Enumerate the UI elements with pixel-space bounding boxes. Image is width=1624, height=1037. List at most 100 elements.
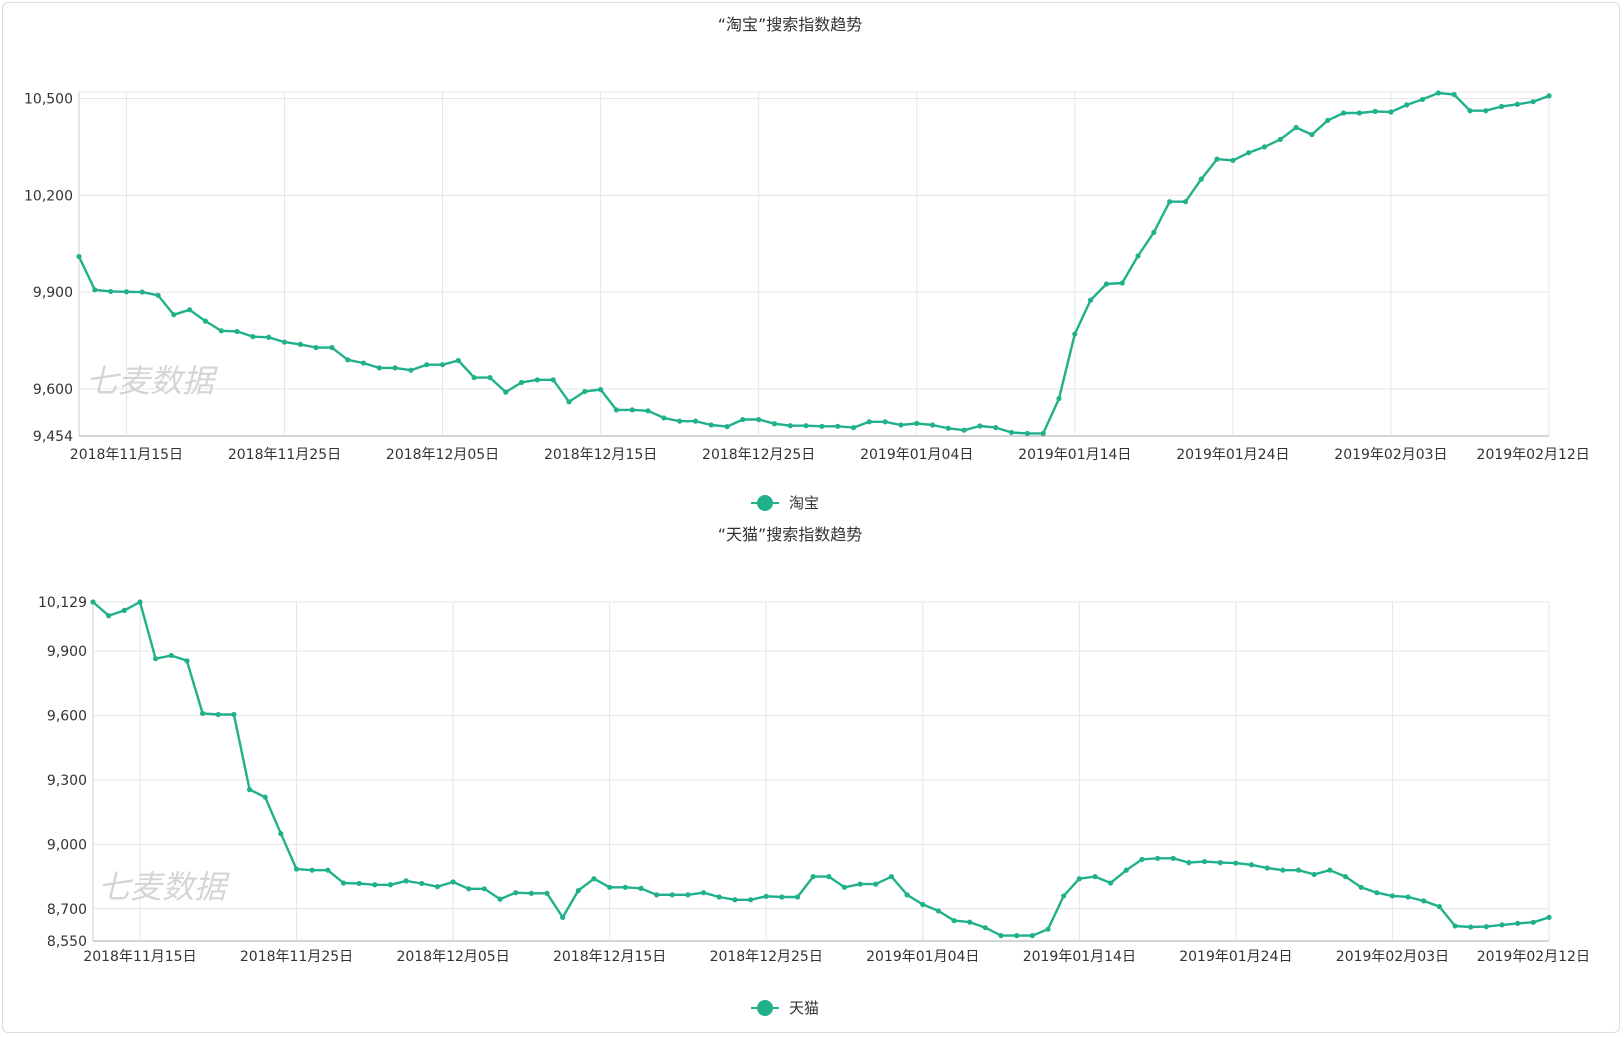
data-point bbox=[266, 334, 272, 340]
y-tick-label: 9,600 bbox=[47, 709, 87, 725]
chart-2: “天猫”搜索指数趋势 8,550 8,700 9,000 9,300 9,600 9,900… bbox=[38, 525, 1590, 1017]
watermark: 七麦数据 bbox=[98, 868, 230, 906]
data-point bbox=[1405, 894, 1411, 900]
data-point bbox=[1436, 904, 1443, 910]
data-point bbox=[1214, 156, 1220, 162]
data-point bbox=[187, 307, 193, 313]
data-point bbox=[1261, 144, 1268, 150]
data-point bbox=[613, 407, 620, 413]
data-point bbox=[740, 416, 746, 423]
data-point bbox=[1045, 926, 1051, 932]
chart-title: “天猫”搜索指数趋势 bbox=[718, 525, 863, 544]
data-point bbox=[1056, 395, 1062, 402]
data-point bbox=[669, 892, 675, 898]
data-point bbox=[993, 425, 999, 431]
x-tick-label: 2018年12月15日 bbox=[553, 949, 666, 965]
data-point bbox=[756, 416, 762, 423]
y-tick-label: 9,454 bbox=[33, 429, 73, 445]
data-point bbox=[1468, 924, 1474, 930]
data-point bbox=[534, 377, 540, 383]
y-tick-label: 8,550 bbox=[47, 934, 87, 950]
data-point bbox=[961, 427, 967, 433]
data-point bbox=[685, 892, 691, 898]
data-point bbox=[661, 415, 667, 421]
x-tick-label: 2019年01月24日 bbox=[1176, 447, 1289, 463]
data-point bbox=[408, 367, 414, 373]
data-point bbox=[1295, 867, 1302, 873]
data-point bbox=[1530, 919, 1536, 925]
data-point bbox=[1217, 860, 1223, 866]
data-point bbox=[771, 421, 778, 427]
data-point bbox=[403, 878, 409, 884]
data-point bbox=[560, 914, 566, 920]
data-point bbox=[313, 344, 319, 351]
data-point bbox=[1340, 110, 1347, 116]
data-point bbox=[1311, 871, 1317, 878]
data-point bbox=[607, 884, 613, 890]
data-point bbox=[654, 892, 660, 898]
data-point bbox=[92, 287, 98, 293]
data-point bbox=[1358, 884, 1364, 890]
data-point bbox=[108, 288, 114, 295]
data-point bbox=[171, 312, 177, 318]
data-point bbox=[392, 365, 398, 371]
x-tick-label: 2018年11月15日 bbox=[83, 949, 196, 965]
data-point bbox=[278, 831, 284, 837]
data-point bbox=[888, 873, 895, 880]
data-point bbox=[716, 894, 722, 900]
data-point bbox=[882, 419, 888, 425]
data-point bbox=[123, 289, 130, 295]
data-point bbox=[372, 882, 378, 888]
data-point bbox=[835, 423, 841, 429]
legend-label: 淘宝 bbox=[789, 494, 819, 512]
data-point bbox=[1374, 890, 1380, 896]
data-point bbox=[1435, 90, 1441, 96]
data-point bbox=[155, 292, 161, 298]
data-point bbox=[566, 399, 572, 405]
x-tick-label: 2018年12月05日 bbox=[386, 447, 499, 463]
data-point bbox=[1277, 136, 1283, 143]
data-point bbox=[873, 881, 879, 887]
data-point bbox=[1230, 157, 1236, 164]
data-point bbox=[450, 879, 456, 885]
data-point bbox=[967, 919, 973, 925]
y-tick-label: 9,000 bbox=[47, 837, 87, 853]
data-point bbox=[1388, 109, 1394, 115]
x-tick-label: 2019年01月14日 bbox=[1023, 949, 1136, 965]
data-point bbox=[139, 289, 145, 295]
data-point bbox=[262, 794, 268, 800]
data-point bbox=[1076, 876, 1082, 882]
data-point bbox=[1108, 880, 1114, 886]
y-tick-label: 10,500 bbox=[24, 91, 73, 107]
series-line-淘宝 bbox=[77, 91, 1550, 435]
data-point bbox=[1451, 91, 1457, 98]
chart-1: “淘宝”搜索指数趋势 9,454 9,600 9,900 10,200 10,500 201… bbox=[24, 15, 1590, 512]
data-point bbox=[137, 599, 143, 605]
data-point bbox=[121, 607, 127, 613]
data-point bbox=[898, 422, 904, 428]
data-point bbox=[1515, 920, 1521, 926]
data-point bbox=[1309, 131, 1315, 138]
legend-marker bbox=[757, 1000, 773, 1016]
data-point bbox=[810, 873, 816, 880]
x-tick-label: 2019年01月04日 bbox=[860, 447, 973, 463]
legend: 淘宝 bbox=[751, 494, 819, 512]
data-point bbox=[168, 652, 174, 659]
data-point bbox=[998, 933, 1004, 939]
x-tick-label: 2019年02月12日 bbox=[1477, 447, 1590, 463]
x-tick-label: 2019年01月14日 bbox=[1018, 447, 1131, 463]
data-point bbox=[250, 334, 256, 340]
y-tick-label: 8,700 bbox=[47, 902, 87, 918]
data-point bbox=[1342, 873, 1349, 880]
data-point bbox=[297, 341, 303, 347]
data-point bbox=[376, 365, 382, 371]
data-point bbox=[234, 328, 240, 335]
x-tick-label: 2018年11月15日 bbox=[70, 447, 183, 463]
data-point bbox=[1389, 893, 1396, 899]
data-point bbox=[1546, 914, 1552, 920]
data-point bbox=[1530, 99, 1536, 105]
data-point bbox=[153, 656, 159, 662]
data-point bbox=[920, 901, 926, 908]
data-point bbox=[329, 344, 335, 351]
